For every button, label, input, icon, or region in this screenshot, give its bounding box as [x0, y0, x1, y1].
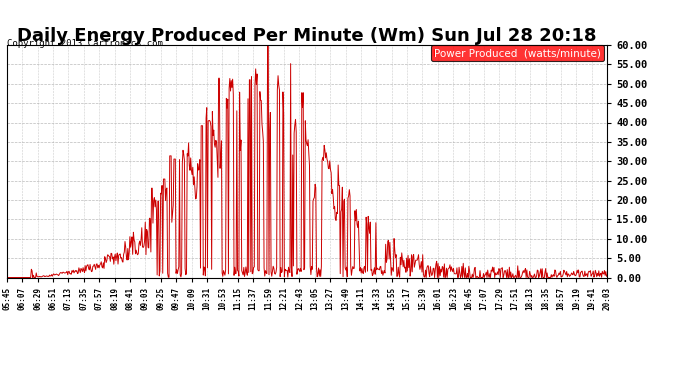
- Text: Copyright 2013 Cartronics.com: Copyright 2013 Cartronics.com: [7, 39, 163, 48]
- Legend: Power Produced  (watts/minute): Power Produced (watts/minute): [431, 45, 604, 61]
- Title: Daily Energy Produced Per Minute (Wm) Sun Jul 28 20:18: Daily Energy Produced Per Minute (Wm) Su…: [17, 27, 597, 45]
